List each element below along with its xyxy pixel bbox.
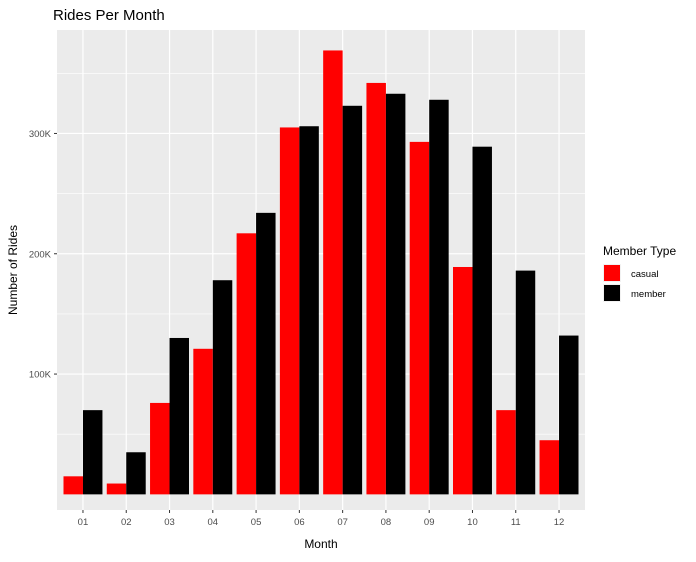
x-tick-label: 03 — [164, 517, 175, 528]
y-tick-label: 100K — [29, 370, 52, 381]
legend-title: Member Type — [603, 244, 676, 258]
bar-casual-12 — [539, 440, 560, 495]
chart-title: Rides Per Month — [53, 7, 165, 24]
bar-member-12 — [559, 335, 579, 495]
y-axis-title: Number of Rides — [6, 225, 20, 315]
bar-casual-04 — [193, 348, 213, 495]
bar-member-06 — [299, 126, 319, 495]
x-tick-label: 08 — [381, 517, 392, 528]
bar-member-09 — [429, 99, 449, 495]
bar-casual-03 — [150, 402, 170, 495]
x-tick-label: 02 — [121, 517, 132, 528]
bar-casual-10 — [453, 266, 473, 495]
bar-member-05 — [256, 212, 276, 495]
y-tick-label: 300K — [29, 129, 52, 140]
bar-casual-06 — [279, 127, 300, 495]
bar-member-11 — [515, 270, 536, 495]
legend-swatch-member — [604, 285, 620, 301]
legend-label-casual: casual — [631, 269, 658, 280]
x-tick-label: 12 — [554, 517, 565, 528]
bar-casual-02 — [106, 483, 127, 495]
x-tick-label: 01 — [78, 517, 89, 528]
bar-member-03 — [169, 337, 189, 495]
bar-member-01 — [82, 410, 103, 495]
x-tick-label: 04 — [208, 517, 219, 528]
legend-label-member: member — [631, 289, 666, 300]
bar-member-02 — [126, 452, 146, 495]
bar-casual-08 — [366, 82, 386, 495]
x-axis-title: Month — [304, 537, 337, 551]
bar-casual-01 — [63, 476, 83, 495]
bar-casual-07 — [323, 50, 343, 495]
x-tick-label: 10 — [467, 517, 478, 528]
x-tick-label: 09 — [424, 517, 435, 528]
bar-member-04 — [212, 280, 233, 495]
bar-casual-11 — [496, 410, 516, 495]
y-tick-label: 200K — [29, 249, 52, 260]
x-axis-ticks: 01 02 03 04 05 06 07 08 09 10 11 12 — [78, 510, 565, 528]
bar-casual-09 — [409, 141, 430, 495]
bars-group — [63, 50, 579, 495]
x-tick-label: 06 — [294, 517, 305, 528]
x-tick-label: 07 — [337, 517, 348, 528]
legend: Member Type casual member — [603, 244, 676, 302]
bar-casual-05 — [236, 233, 257, 495]
bar-member-10 — [472, 146, 492, 495]
y-axis-ticks: 100K 200K 300K — [29, 129, 57, 381]
bar-member-07 — [342, 105, 363, 495]
legend-swatch-casual — [604, 265, 620, 281]
x-tick-label: 05 — [251, 517, 262, 528]
x-tick-label: 11 — [511, 517, 521, 528]
bar-member-08 — [385, 93, 406, 495]
